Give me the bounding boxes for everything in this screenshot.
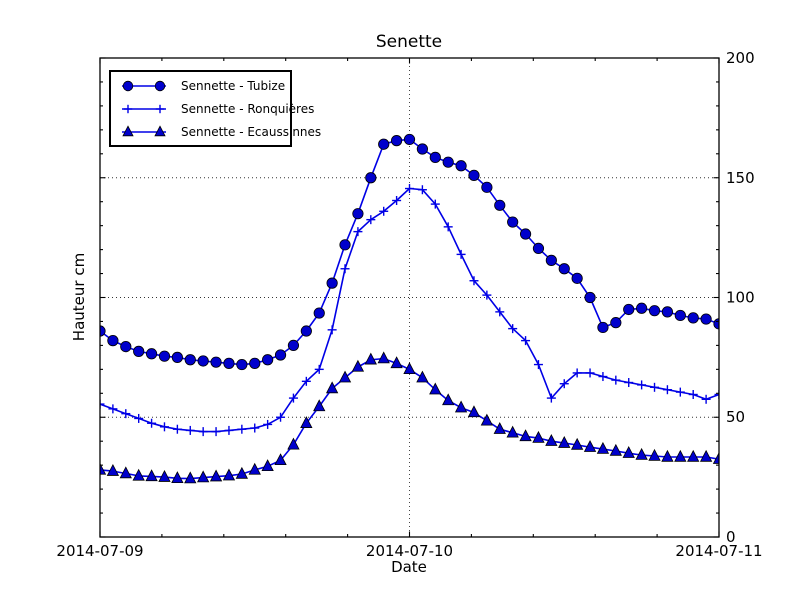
chart-title: Senette bbox=[376, 32, 442, 52]
legend-entry-ronquieres: Sennette - Ronquières bbox=[119, 97, 314, 120]
legend-entry-tubize: Sennette - Tubize bbox=[119, 74, 290, 97]
y-tick-label: 100 bbox=[726, 289, 755, 307]
legend-label: Sennette - Tubize bbox=[181, 78, 286, 93]
data-series bbox=[100, 133, 719, 484]
x-axis-label: Date bbox=[391, 558, 427, 576]
y-tick-label: 150 bbox=[726, 169, 755, 187]
legend-marker-triangle-icon bbox=[122, 124, 166, 136]
y-tick-label: 200 bbox=[726, 49, 755, 67]
x-tick-label: 2014-07-10 bbox=[366, 542, 453, 560]
legend-marker-plus-icon bbox=[122, 104, 166, 113]
y-tick-label: 0 bbox=[726, 528, 736, 546]
x-tick-label: 2014-07-11 bbox=[675, 542, 762, 560]
x-tick-label: 2014-07-09 bbox=[56, 542, 143, 560]
y-tick-label: 50 bbox=[726, 408, 745, 426]
legend-label: Sennette - Ecaussinnes bbox=[181, 124, 322, 139]
series-circle bbox=[100, 133, 719, 371]
plot-border bbox=[99, 57, 720, 538]
legend-entry-ecaussinnes: Sennette - Ecaussinnes bbox=[119, 120, 321, 143]
series-plus bbox=[100, 184, 719, 437]
legend-box: Sennette - Tubize Sennette - Ronquières … bbox=[109, 70, 321, 147]
legend-marker-circle-icon bbox=[122, 80, 166, 91]
y-axis-label: Hauteur cm bbox=[70, 253, 88, 341]
series-triangle bbox=[100, 351, 719, 484]
legend-label: Sennette - Ronquières bbox=[181, 101, 315, 116]
